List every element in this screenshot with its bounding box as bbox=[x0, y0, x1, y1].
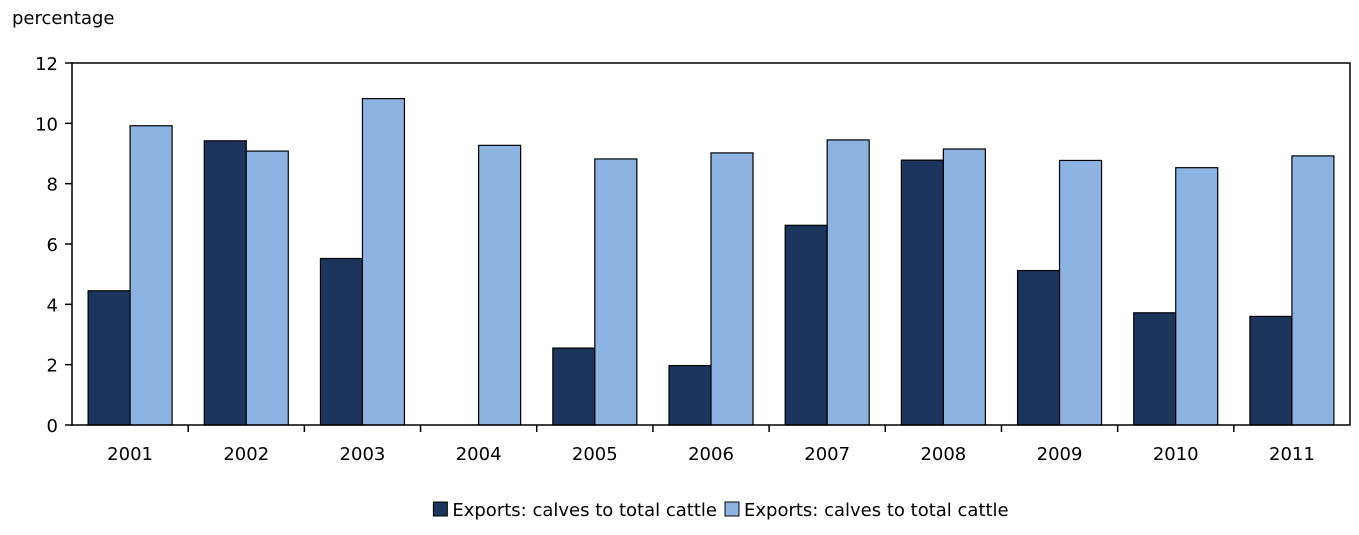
x-tick-label: 2008 bbox=[920, 444, 966, 465]
y-tick-label: 4 bbox=[47, 295, 58, 316]
legend-item-1: Exports: calves to total cattle bbox=[432, 500, 717, 521]
bar-series2-2005 bbox=[594, 158, 638, 426]
x-tick-label: 2004 bbox=[456, 444, 502, 465]
x-tick-label: 2010 bbox=[1153, 444, 1199, 465]
bar-series2-2006 bbox=[710, 152, 754, 426]
bar-series1-2001 bbox=[87, 290, 131, 426]
bar-series2-2010 bbox=[1175, 167, 1219, 426]
bar-series2-2003 bbox=[361, 97, 406, 426]
bar-series1-2007 bbox=[784, 224, 828, 426]
y-tick-label: 12 bbox=[35, 54, 58, 75]
bar-series1-2002 bbox=[203, 140, 247, 426]
bar-series2-2009 bbox=[1058, 159, 1103, 426]
x-tick-label: 2007 bbox=[804, 444, 850, 465]
y-axis-label: percentage bbox=[12, 8, 114, 29]
bar-series1-2011 bbox=[1249, 315, 1293, 426]
x-tick-label: 2005 bbox=[572, 444, 618, 465]
bar-series1-2003 bbox=[319, 257, 364, 426]
bar-series2-2004 bbox=[478, 144, 522, 426]
x-tick-label: 2003 bbox=[340, 444, 386, 465]
bar-series1-2006 bbox=[668, 364, 712, 426]
y-tick-label: 8 bbox=[47, 175, 58, 196]
y-tick-label: 0 bbox=[47, 416, 58, 437]
y-tick-label: 6 bbox=[47, 235, 58, 256]
bar-series2-2002 bbox=[245, 150, 289, 426]
legend-label: Exports: calves to total cattle bbox=[452, 500, 717, 521]
legend-swatch bbox=[724, 501, 740, 517]
legend-label: Exports: calves to total cattle bbox=[744, 500, 1009, 521]
bar-series2-2001 bbox=[129, 125, 173, 426]
legend-swatch bbox=[432, 501, 448, 517]
y-tick-label: 2 bbox=[47, 356, 58, 377]
plot-frame bbox=[71, 62, 1351, 426]
bar-series1-2010 bbox=[1133, 312, 1177, 426]
x-tick-label: 2006 bbox=[688, 444, 734, 465]
x-tick-label: 2002 bbox=[223, 444, 269, 465]
x-tick-label: 2001 bbox=[107, 444, 153, 465]
legend-item-2: Exports: calves to total cattle bbox=[724, 500, 1009, 521]
bar-series2-2008 bbox=[942, 148, 986, 426]
bar-series2-2007 bbox=[826, 139, 870, 426]
bar-series1-2009 bbox=[1016, 269, 1061, 426]
x-tick-label: 2009 bbox=[1037, 444, 1083, 465]
bar-series1-2008 bbox=[900, 159, 944, 426]
x-tick-label: 2011 bbox=[1269, 444, 1315, 465]
y-tick-label: 10 bbox=[35, 114, 58, 135]
bar-series2-2011 bbox=[1291, 155, 1335, 426]
bar-series1-2005 bbox=[552, 347, 596, 426]
